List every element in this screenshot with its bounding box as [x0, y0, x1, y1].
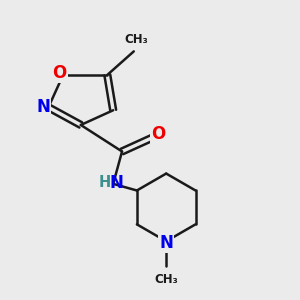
Text: O: O [151, 125, 165, 143]
Text: O: O [52, 64, 67, 82]
Text: CH₃: CH₃ [154, 273, 178, 286]
Text: CH₃: CH₃ [124, 33, 148, 46]
Text: H: H [99, 175, 111, 190]
Text: N: N [36, 98, 50, 116]
Text: N: N [159, 234, 173, 252]
Text: N: N [110, 174, 124, 192]
